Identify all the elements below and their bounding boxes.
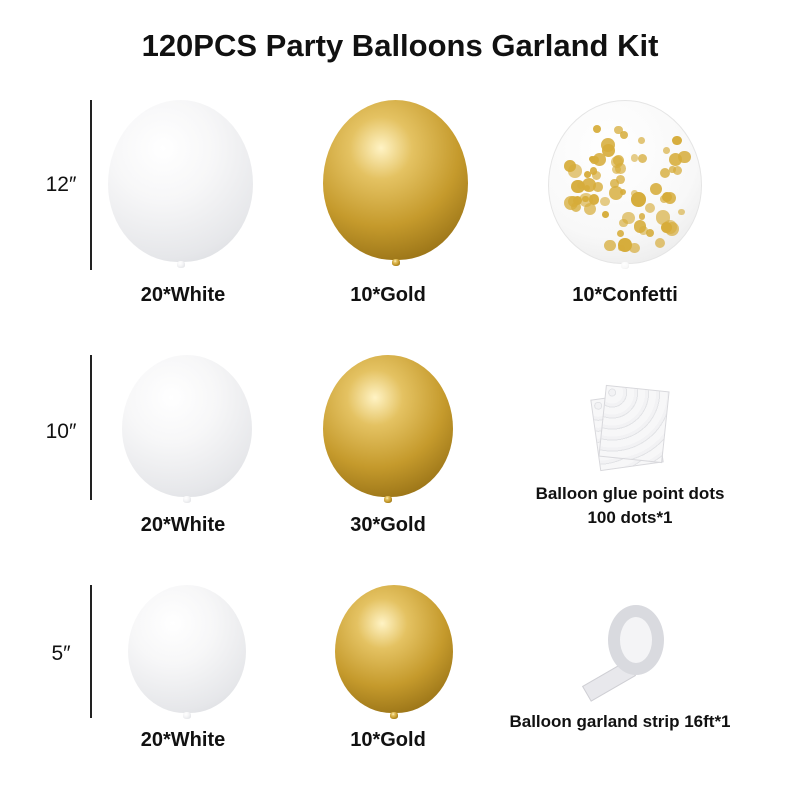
accessory-label: Balloon glue point dots 100 dots*1	[470, 482, 790, 530]
confetti-dot	[588, 155, 596, 163]
confetti-dot	[620, 131, 629, 140]
size-indicator-line	[90, 100, 92, 270]
confetti-dot	[616, 230, 625, 238]
size-label-12: 12″	[45, 173, 77, 196]
accessory-label: Balloon garland strip 16ft*1	[509, 712, 731, 731]
confetti-dot	[593, 182, 603, 192]
item-label: 10*Confetti	[572, 284, 678, 306]
confetti-dot	[645, 229, 654, 238]
confetti-dot	[564, 196, 579, 210]
confetti-dot	[629, 242, 640, 253]
size-label-5: 5″	[51, 642, 71, 665]
confetti-dot	[619, 188, 627, 196]
garland-strip-roll-icon	[608, 605, 664, 675]
confetti-dot	[638, 153, 648, 163]
item-label: 30*Gold	[350, 514, 426, 536]
gold-balloon-10	[323, 355, 453, 503]
item-label: 10*Gold	[350, 729, 426, 751]
size-indicator-line	[90, 355, 92, 500]
item-label: 10*Gold	[350, 284, 426, 306]
confetti-dot	[638, 213, 645, 220]
confetti-dot	[579, 192, 594, 207]
confetti-dot	[669, 153, 683, 167]
item-label: 20*White	[140, 514, 226, 536]
glue-dots-sheet-icon	[598, 384, 670, 464]
confetti-dot	[638, 137, 646, 145]
confetti-dot	[639, 225, 649, 235]
confetti-dot	[610, 179, 619, 188]
confetti-dot	[582, 178, 597, 193]
page-title: 120PCS Party Balloons Garland Kit	[141, 28, 659, 63]
confetti-dot	[661, 221, 673, 234]
confetti-dot	[611, 156, 624, 169]
confetti-dot	[669, 166, 676, 173]
confetti-dot	[662, 147, 670, 154]
item-label: 20*White	[140, 284, 226, 306]
item-label: 20*White	[140, 729, 226, 751]
confetti-dot	[618, 218, 628, 228]
confetti-dot	[584, 170, 592, 179]
gold-balloon-12	[323, 100, 468, 266]
confetti-dot	[600, 196, 610, 207]
confetti-dot	[592, 152, 606, 166]
confetti-dot	[604, 239, 616, 252]
white-balloon-10	[122, 355, 252, 503]
confetti-dot	[661, 191, 672, 203]
white-balloon-12	[108, 100, 253, 268]
confetti-dot	[601, 143, 615, 157]
confetti-balloon-12	[548, 100, 702, 269]
size-indicator-line	[90, 585, 92, 718]
confetti-dot	[564, 159, 576, 172]
confetti-dot	[593, 125, 602, 134]
size-label-10: 10″	[45, 420, 77, 443]
confetti-dot	[592, 170, 602, 180]
confetti-dot	[659, 167, 670, 178]
glue-dots-name: Balloon glue point dots	[535, 484, 725, 503]
confetti-dot	[649, 182, 663, 196]
confetti-dot	[631, 190, 638, 197]
confetti-dot	[678, 208, 685, 216]
confetti-dot	[615, 175, 625, 185]
confetti-dot	[672, 135, 682, 145]
confetti-dot	[611, 164, 622, 175]
white-balloon-5	[128, 585, 246, 719]
confetti-dot	[588, 194, 600, 206]
glue-dots-quantity: 100 dots*1	[587, 508, 673, 527]
confetti-dot	[673, 166, 683, 176]
confetti-dot	[618, 244, 625, 251]
confetti-dot	[614, 125, 623, 134]
confetti-dot	[602, 211, 610, 218]
confetti-dot	[644, 203, 655, 214]
confetti-dot	[608, 185, 624, 201]
gold-balloon-5	[335, 585, 453, 719]
confetti-dot	[630, 154, 639, 162]
confetti-dot	[571, 179, 585, 193]
confetti-dot	[655, 238, 666, 249]
